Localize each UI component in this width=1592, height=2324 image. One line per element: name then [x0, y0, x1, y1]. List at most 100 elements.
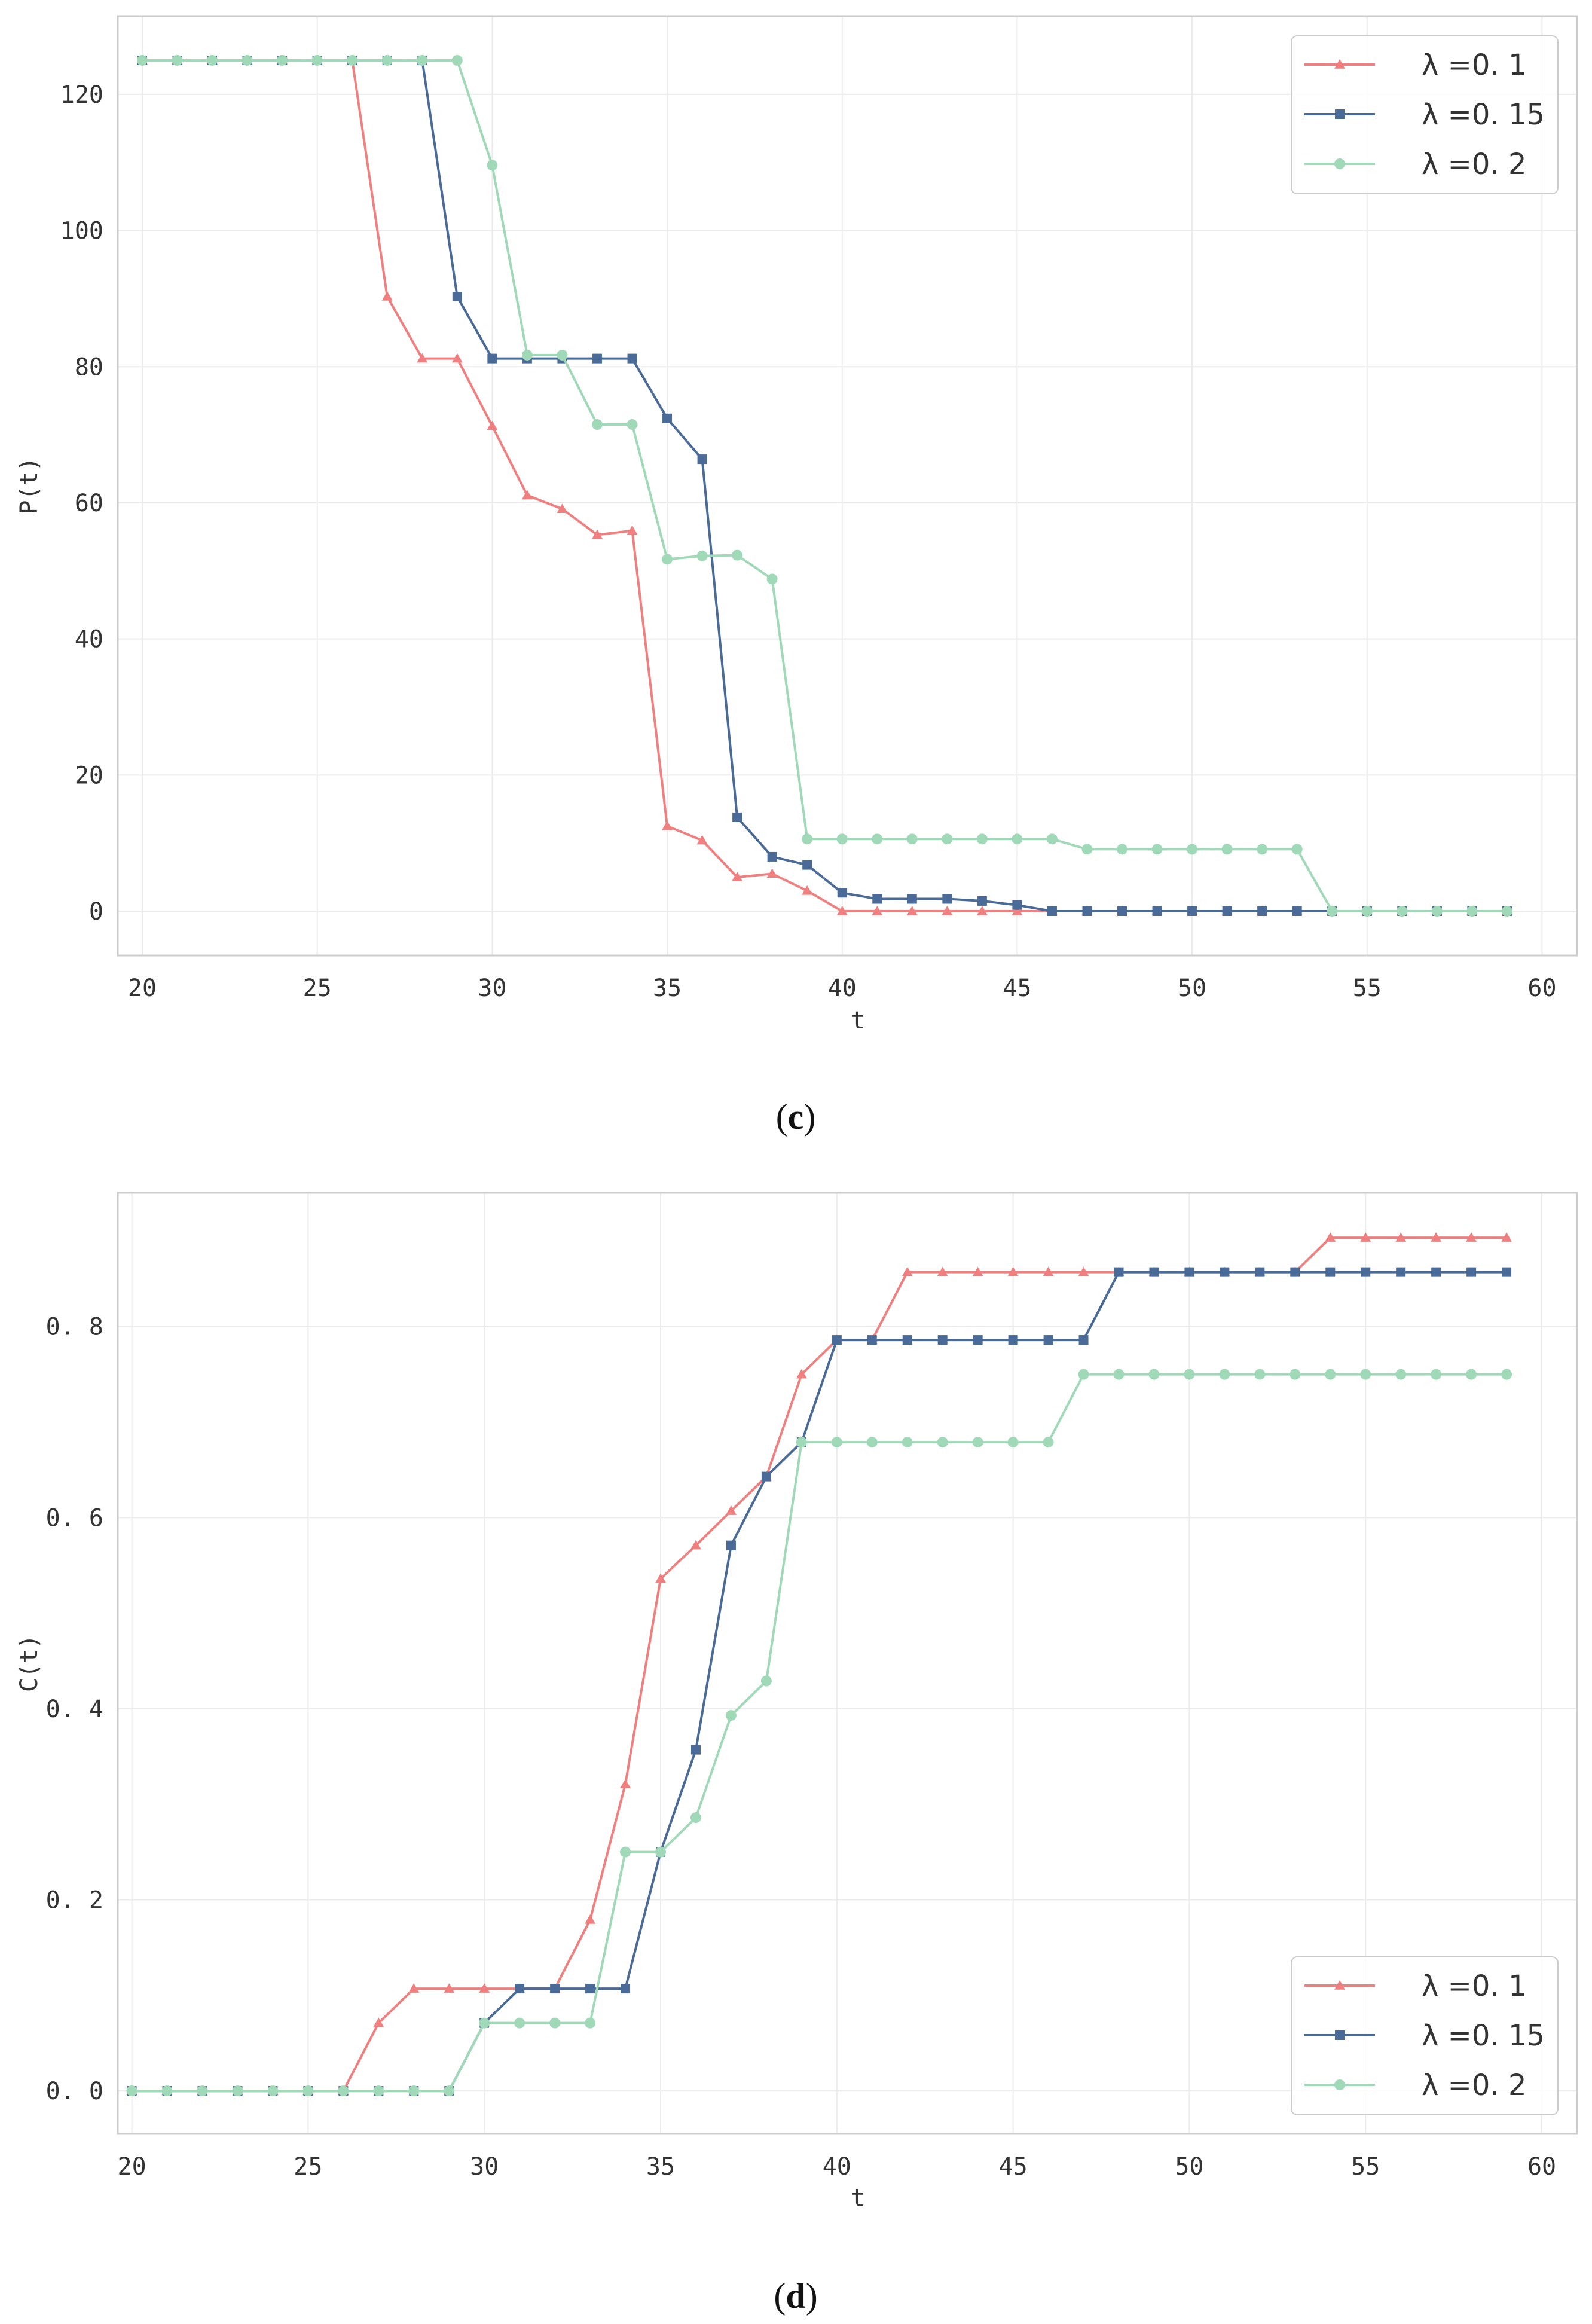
data-point	[1360, 1232, 1371, 1242]
data-point	[902, 1437, 913, 1448]
data-point	[1397, 906, 1408, 917]
data-point	[1046, 833, 1058, 845]
y-tick-label: 40	[75, 626, 103, 653]
x-axis-title: t	[851, 1007, 865, 1034]
x-tick-label: 40	[828, 975, 857, 1002]
data-point	[1007, 1437, 1019, 1448]
data-point	[161, 2085, 173, 2097]
data-point	[902, 1266, 913, 1276]
data-point	[866, 1437, 878, 1448]
data-point	[1187, 906, 1197, 917]
data-point	[1501, 906, 1512, 917]
legend-label: λ =0. 2	[1422, 2069, 1526, 2102]
y-tick-label: 20	[75, 762, 103, 789]
y-axis-title: P(t)	[16, 457, 43, 514]
data-point	[867, 1335, 877, 1345]
legend: λ =0. 1 λ =0. 15 λ =0. 2	[1291, 1956, 1559, 2115]
data-point	[973, 1335, 983, 1345]
data-point	[1222, 906, 1232, 917]
data-point	[585, 1984, 595, 1994]
data-point	[521, 349, 533, 361]
y-axis-title: C(t)	[16, 1635, 43, 1692]
data-point	[591, 529, 603, 539]
data-point	[487, 420, 498, 430]
data-point	[1466, 1232, 1477, 1242]
plot-frame	[117, 1192, 1578, 2135]
x-tick-label: 45	[1003, 975, 1031, 1002]
data-point	[311, 54, 323, 66]
legend-label: λ =0. 1	[1422, 1969, 1526, 2003]
data-point	[655, 1846, 667, 1858]
data-point	[338, 2085, 349, 2097]
data-point	[1220, 1267, 1230, 1277]
data-point	[802, 885, 813, 895]
data-point	[972, 1266, 983, 1276]
data-point	[977, 896, 987, 906]
legend-item: λ =0. 1	[1304, 1969, 1526, 2003]
x-tick-label: 50	[1178, 975, 1206, 1002]
data-point	[487, 353, 497, 364]
legend-marker	[1335, 2030, 1345, 2040]
caption-open: (	[776, 1097, 788, 1137]
series-2	[126, 1369, 1512, 2097]
x-tick-label: 35	[653, 975, 682, 1002]
data-point	[549, 2017, 561, 2029]
data-point	[592, 353, 602, 364]
legend-item: λ =0. 2	[1304, 148, 1526, 181]
legend-box	[1291, 1956, 1559, 2115]
caption-close: )	[806, 2276, 818, 2316]
data-point	[1502, 1267, 1512, 1277]
chart-p-of-t: 20 25 30 35 40 45 50 55 60 0 20 40 60 80 100 120 t P(t) λ …	[16, 15, 1578, 1137]
data-point	[417, 54, 428, 66]
data-point	[1395, 1369, 1407, 1380]
data-point	[452, 292, 462, 302]
data-point	[1117, 844, 1128, 855]
data-point	[1395, 1232, 1407, 1242]
data-point	[662, 413, 673, 423]
legend-marker	[1334, 1980, 1345, 1990]
plot-frame	[117, 15, 1578, 957]
series-line	[132, 1373, 1507, 2093]
data-point	[732, 549, 743, 561]
data-point	[1466, 1267, 1477, 1277]
data-point	[976, 906, 988, 915]
x-tick-label: 25	[303, 975, 332, 1002]
x-tick-label: 30	[470, 2153, 499, 2181]
data-point	[521, 490, 533, 500]
data-point	[408, 2085, 420, 2097]
data-point	[1501, 1232, 1512, 1242]
data-point	[1501, 1369, 1512, 1380]
data-point	[487, 160, 498, 171]
data-point	[515, 1984, 525, 1994]
data-point	[550, 1984, 560, 1994]
legend-marker	[1335, 109, 1345, 119]
data-point	[942, 894, 952, 904]
data-point	[1078, 1369, 1089, 1380]
data-point	[1007, 1266, 1019, 1276]
data-point	[690, 1812, 701, 1824]
legend-item: λ =0. 15	[1304, 98, 1545, 132]
data-point	[766, 868, 778, 878]
data-point	[1043, 1335, 1053, 1345]
data-point	[232, 2085, 243, 2097]
data-point	[1325, 1369, 1336, 1380]
legend-item: λ =0. 2	[1304, 2069, 1526, 2102]
data-point	[408, 1983, 420, 1993]
data-point	[802, 833, 813, 845]
data-point	[451, 54, 463, 66]
y-tick-label: 120	[60, 81, 103, 109]
data-point	[690, 1540, 701, 1550]
data-point	[1431, 1369, 1442, 1380]
x-tick-label: 55	[1353, 975, 1382, 1002]
data-point	[1043, 1266, 1054, 1276]
data-point	[1466, 1369, 1477, 1380]
data-point	[172, 54, 183, 66]
data-point	[937, 1437, 948, 1448]
data-point	[726, 1540, 736, 1550]
data-point	[1292, 906, 1302, 917]
y-tick-label: 0. 4	[46, 1696, 103, 1723]
data-point	[126, 2085, 137, 2097]
data-point	[1012, 906, 1023, 915]
data-point	[761, 1471, 771, 1482]
data-point	[585, 1914, 596, 1924]
